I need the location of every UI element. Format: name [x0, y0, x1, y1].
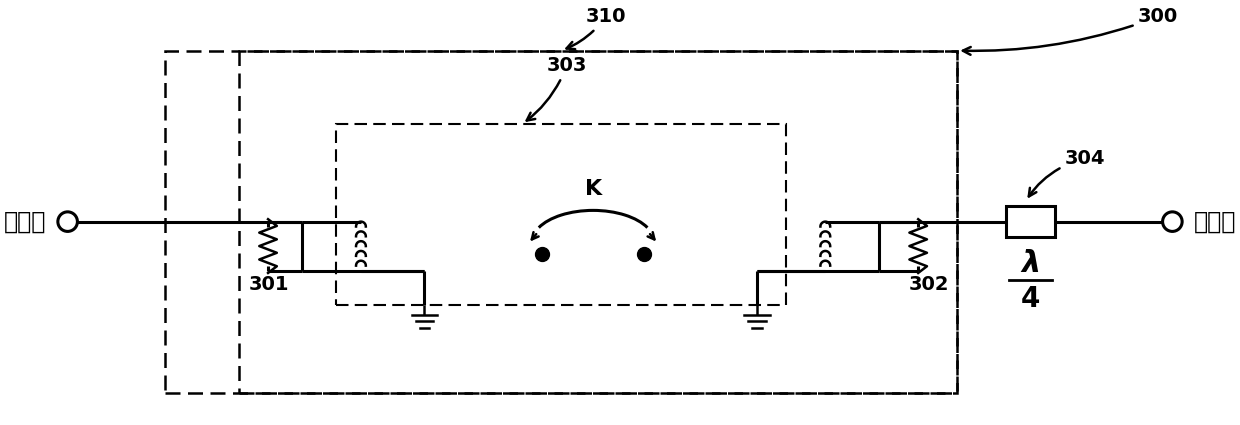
Bar	[336, 124, 786, 305]
Text: 310: 310	[567, 7, 626, 49]
Text: 第一端: 第一端	[4, 210, 46, 234]
Bar	[165, 51, 957, 393]
Text: 303: 303	[527, 56, 587, 121]
Text: 304: 304	[1029, 149, 1105, 196]
Text: λ: λ	[1021, 249, 1040, 278]
Text: 第二端: 第二端	[1194, 210, 1236, 234]
Text: 302: 302	[909, 275, 949, 295]
Text: 301: 301	[248, 275, 289, 295]
Text: 4: 4	[1021, 285, 1040, 313]
Text: 300: 300	[962, 7, 1178, 55]
Bar	[1006, 206, 1055, 237]
Text: K: K	[584, 178, 601, 198]
Bar	[239, 51, 957, 393]
